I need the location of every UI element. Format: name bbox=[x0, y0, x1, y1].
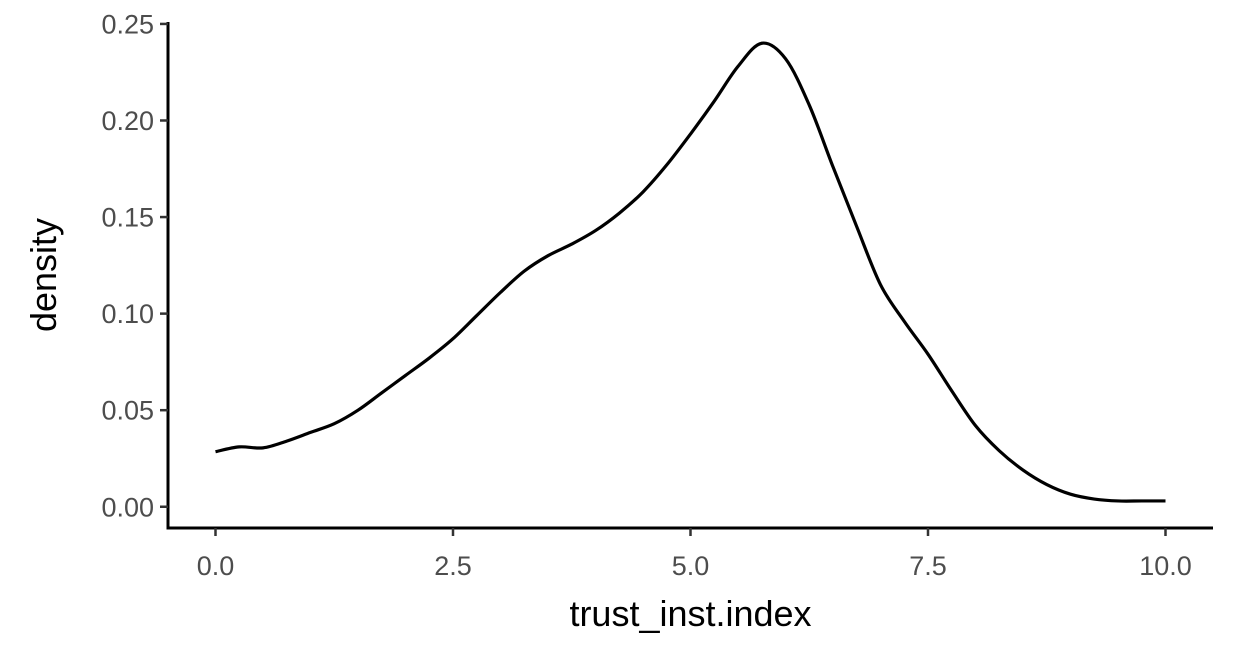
y-axis-ticks: 0.00 0.05 0.10 0.15 0.20 0.25 bbox=[101, 9, 168, 522]
y-axis-title: density bbox=[23, 218, 64, 332]
x-tick-label: 5.0 bbox=[672, 551, 710, 581]
density-curve bbox=[215, 41, 1166, 503]
x-axis-title: trust_inst.index bbox=[569, 593, 811, 634]
y-tick-label: 0.00 bbox=[101, 492, 154, 522]
y-tick-label: 0.15 bbox=[101, 203, 154, 233]
y-tick-label: 0.05 bbox=[101, 396, 154, 426]
x-axis-ticks: 0.0 2.5 5.0 7.5 10.0 bbox=[197, 528, 1192, 581]
y-tick-label: 0.25 bbox=[101, 9, 154, 39]
plot-area bbox=[215, 41, 1166, 503]
x-tick-label: 10.0 bbox=[1139, 551, 1192, 581]
x-tick-label: 0.0 bbox=[197, 551, 235, 581]
y-tick-label: 0.10 bbox=[101, 299, 154, 329]
x-tick-label: 2.5 bbox=[434, 551, 472, 581]
x-tick-label: 7.5 bbox=[909, 551, 947, 581]
y-tick-label: 0.20 bbox=[101, 106, 154, 136]
